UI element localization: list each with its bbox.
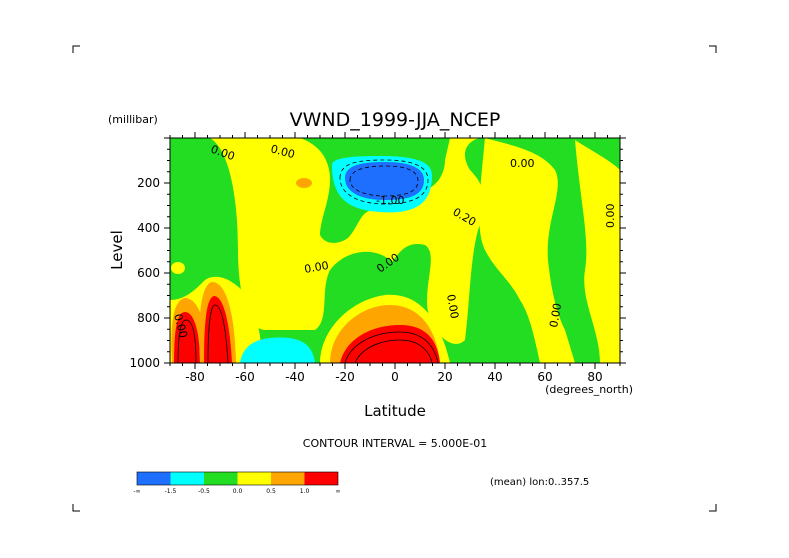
contour-label: 0.00 [510, 157, 535, 170]
x-units-label: (degrees_north) [545, 383, 633, 396]
y-tick-label: 800 [137, 311, 160, 325]
x-tick-label: -60 [235, 370, 255, 384]
colorbar-swatch [170, 472, 204, 485]
x-tick-label: 60 [537, 370, 552, 384]
colorbar-label: -∞ [133, 488, 140, 495]
colorbar-frame [136, 471, 339, 486]
positive-region-pole [575, 140, 620, 363]
contour-label: 0.00 [171, 312, 190, 339]
x-tick-label: -40 [285, 370, 305, 384]
x-tick-label: 0 [391, 370, 399, 384]
contour-interval-text: CONTOUR INTERVAL = 5.000E-01 [303, 437, 487, 450]
colorbar-swatch [271, 472, 305, 485]
x-tick-label: -80 [185, 370, 205, 384]
colorbar: -∞ -1.5 -0.5 0.0 0.5 1.0 ∞ [133, 471, 341, 495]
small-positive-spot-west [171, 262, 185, 274]
positive-region-east [479, 138, 575, 363]
y-tick-label: 400 [137, 221, 160, 235]
plot-area: 0.00 0.00 -1.00 0.00 0.20 0.00 0.00 0.00… [169, 137, 621, 364]
y-axis-label: Level [108, 230, 126, 270]
contour-label: 0.00 [547, 302, 564, 328]
colorbar-label: ∞ [336, 488, 341, 495]
colorbar-label: -1.5 [165, 488, 177, 495]
negative-core-upper [345, 162, 424, 200]
contour-label: 0.00 [444, 293, 461, 319]
negative-region-lower [240, 337, 315, 363]
contour-lines [177, 159, 439, 363]
contour-label: 0.00 [604, 204, 617, 229]
contour-label: -1.00 [376, 194, 404, 207]
x-axis-label: Latitude [364, 402, 426, 420]
colorbar-label: 0.5 [266, 488, 276, 495]
y-tick-label: 600 [137, 266, 160, 280]
colorbar-swatch [137, 472, 171, 485]
zero-region-west [170, 138, 211, 300]
colorbar-swatch [237, 472, 271, 485]
mean-annotation: (mean) lon:0..357.5 [490, 477, 589, 488]
x-tick-label: 20 [437, 370, 452, 384]
x-tick-label: 40 [487, 370, 502, 384]
colorbar-label: 0.0 [233, 488, 243, 495]
colorbar-swatch [204, 472, 238, 485]
y-axis: 200 400 600 800 1000 [129, 137, 626, 370]
colorbar-label: 1.0 [300, 488, 310, 495]
x-axis: -80 -60 -40 -20 0 20 40 60 80 [169, 132, 621, 384]
y-tick-label: 200 [137, 176, 160, 190]
x-tick-label: 80 [587, 370, 602, 384]
chart-title: VWND_1999-JJA_NCEP [290, 109, 501, 131]
colorbar-swatch [304, 472, 338, 485]
colorbar-label: -0.5 [198, 488, 210, 495]
corner-marks [72, 45, 717, 512]
contour-label: 0.00 [269, 142, 296, 161]
y-tick-label: 1000 [129, 356, 160, 370]
small-positive-spot [296, 178, 312, 188]
positive-core-sw1 [174, 312, 200, 363]
contour-label: 0.00 [303, 259, 329, 276]
y-units-label: (millibar) [108, 113, 158, 126]
x-tick-label: -20 [335, 370, 355, 384]
